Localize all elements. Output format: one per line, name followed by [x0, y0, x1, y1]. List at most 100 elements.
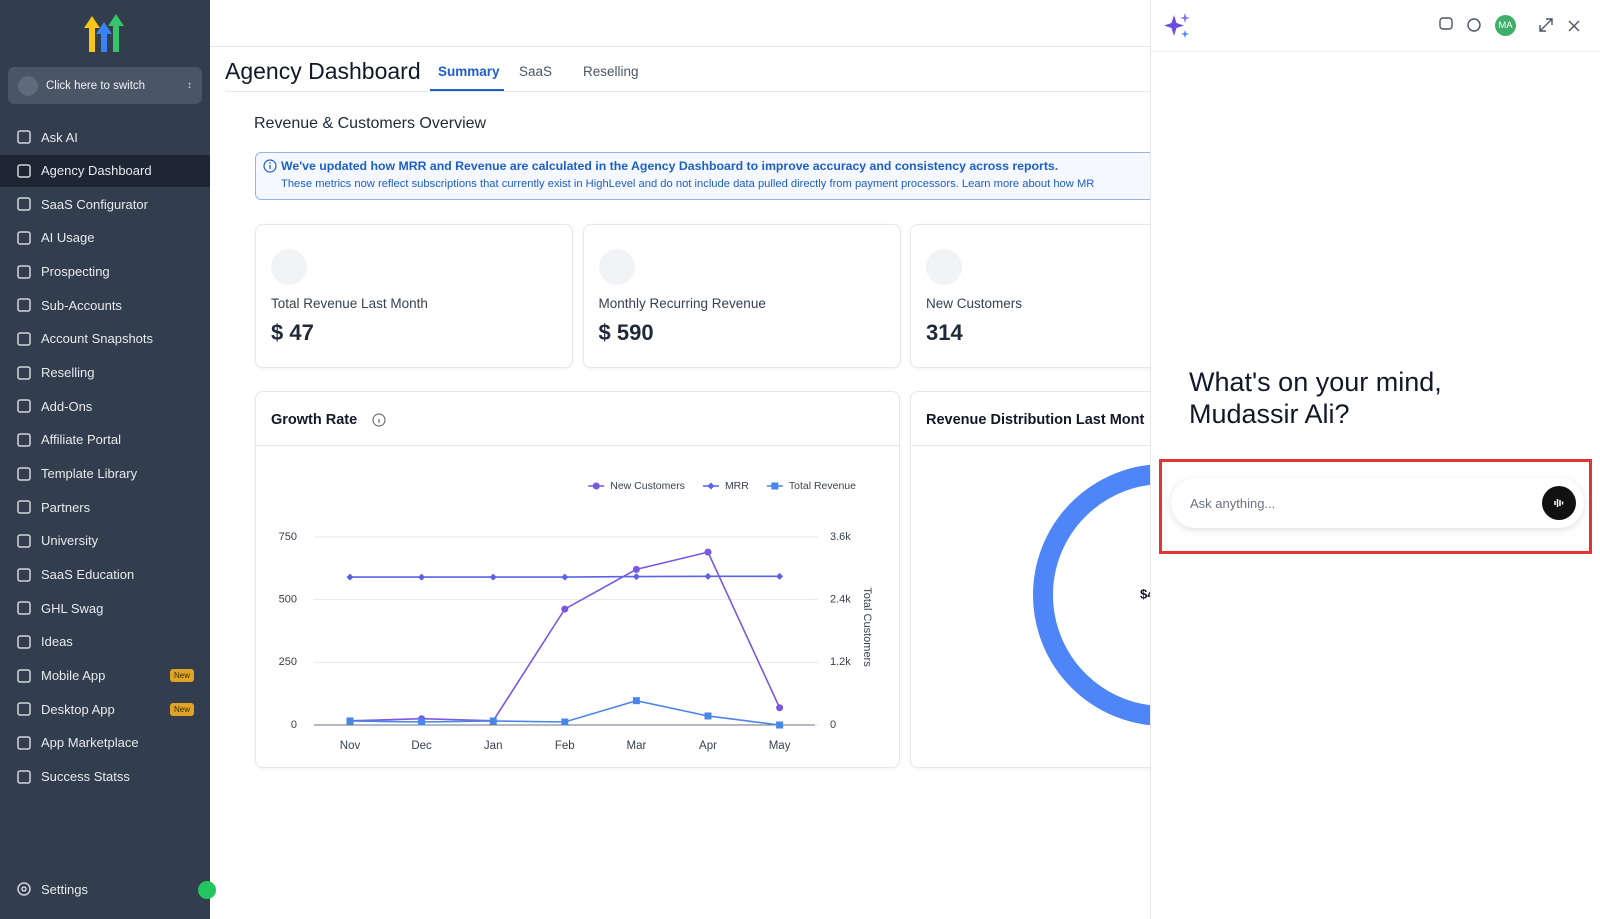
- voice-button[interactable]: [1542, 486, 1576, 520]
- nav-item[interactable]: SaaS Education: [0, 559, 210, 591]
- nav-label: Desktop App: [41, 701, 115, 717]
- y-tick-label: 0: [291, 719, 297, 731]
- nav-icon: [17, 365, 31, 380]
- point: [346, 573, 354, 581]
- y-tick-label: 750: [279, 531, 297, 543]
- nav-item[interactable]: Reselling: [0, 357, 210, 389]
- nav-label: Template Library: [41, 466, 138, 482]
- nav-icon: [17, 197, 31, 212]
- nav-badge: New: [169, 702, 194, 716]
- nav-item[interactable]: Partners: [0, 491, 210, 523]
- nav-item[interactable]: Mobile App New: [0, 660, 210, 692]
- chart-title: Growth Rate: [271, 412, 358, 428]
- point: [704, 548, 712, 556]
- location-switcher[interactable]: Click here to switch ↕: [8, 67, 202, 104]
- nav-item[interactable]: GHL Swag: [0, 592, 210, 624]
- y2-axis-title: Total Customers: [861, 587, 873, 667]
- nav-item[interactable]: AI Usage: [0, 222, 210, 254]
- nav-icon: [17, 231, 31, 245]
- nav-label: Account Snapshots: [41, 331, 154, 347]
- nav-icon-shape: [17, 500, 31, 514]
- x-tick-label: Feb: [555, 740, 575, 752]
- info-icon: [372, 413, 386, 427]
- y2-tick-label: 2.4k: [830, 594, 851, 606]
- nav-item[interactable]: Sub-Accounts: [0, 289, 210, 321]
- nav-label: Mobile App: [41, 668, 106, 684]
- nav-label: Ideas: [41, 634, 73, 650]
- point: [346, 717, 354, 725]
- stat-card: Monthly Recurring Revenue $ 590: [582, 224, 901, 368]
- nav-item[interactable]: Desktop App New: [0, 693, 210, 725]
- nav-item[interactable]: Account Snapshots: [0, 323, 210, 355]
- nav-label: University: [41, 533, 99, 549]
- input-placeholder: Ask anything...: [1190, 495, 1276, 511]
- nav-icon-shape: [17, 466, 31, 481]
- nav-item[interactable]: Affiliate Portal: [0, 424, 210, 456]
- nav-item[interactable]: Ask AI: [0, 121, 210, 153]
- switcher-label: Click here to switch: [46, 79, 146, 92]
- voice-icon: [1554, 499, 1564, 507]
- nav-item[interactable]: University: [0, 525, 210, 557]
- nav-item[interactable]: SaaS Configurator: [0, 188, 210, 220]
- tab[interactable]: SaaS: [519, 64, 553, 79]
- highlight-box: [1159, 459, 1592, 554]
- greeting: What's on your mind, Mudassir Ali?: [1189, 367, 1442, 429]
- nav-icon: [17, 433, 31, 447]
- nav-label: Agency Dashboard: [41, 163, 152, 179]
- point: [489, 717, 497, 725]
- nav-label: AI Usage: [41, 230, 95, 246]
- avatar[interactable]: MA: [1495, 15, 1516, 36]
- stat-label: New Customers: [926, 296, 1023, 311]
- nav-badge: New: [169, 669, 194, 683]
- nav-label: Success Statss: [41, 769, 130, 785]
- tab-underline: [430, 89, 504, 91]
- nav-icon: [17, 500, 31, 514]
- nav-icon-shape: [17, 567, 31, 582]
- stat-icon: [926, 249, 962, 285]
- y-tick-label: 250: [279, 656, 297, 668]
- nav-icon: [17, 769, 31, 784]
- nav-label: SaaS Configurator: [41, 196, 148, 212]
- nav-item[interactable]: Ideas: [0, 626, 210, 658]
- nav-item[interactable]: Template Library: [0, 458, 210, 490]
- window-controls[interactable]: [1537, 16, 1597, 36]
- panel-actions[interactable]: [1437, 15, 1537, 35]
- nav-item[interactable]: Agency Dashboard: [0, 154, 210, 187]
- nav-icon: [17, 736, 31, 750]
- x-tick-label: Mar: [626, 740, 646, 752]
- switcher-arrows: ↕: [187, 80, 192, 91]
- nav-item[interactable]: Settings: [0, 873, 210, 905]
- stat-icon: [271, 249, 307, 285]
- nav-label: Reselling: [41, 365, 95, 381]
- nav-icon: [17, 298, 31, 313]
- nav-icon: [17, 635, 31, 649]
- section-title: Revenue & Customers Overview: [254, 115, 487, 132]
- point: [632, 697, 640, 705]
- point: [418, 573, 426, 581]
- tabs-divider: [225, 91, 1155, 92]
- tab[interactable]: Reselling: [583, 64, 639, 79]
- stat-value: $ 47: [271, 320, 314, 345]
- tab[interactable]: Summary: [438, 64, 500, 79]
- ask-input[interactable]: Ask anything...: [1171, 478, 1584, 528]
- nav-icon-shape: [17, 769, 31, 784]
- page-title: Agency Dashboard: [225, 58, 421, 84]
- nav-icon-shape: [17, 264, 31, 279]
- nav-item[interactable]: Add-Ons: [0, 390, 210, 422]
- nav-item[interactable]: Success Statss: [0, 761, 210, 793]
- nav-item[interactable]: App Marketplace: [0, 727, 210, 759]
- nav-label: Settings: [41, 881, 88, 897]
- info-icon: [263, 159, 277, 173]
- y2-tick-label: 0: [830, 719, 836, 731]
- collapse-button[interactable]: [198, 881, 216, 899]
- nav-label: Partners: [41, 499, 91, 515]
- nav-icon: [17, 264, 31, 279]
- nav-icon-shape: [17, 399, 31, 414]
- nav-label: Ask AI: [41, 129, 78, 145]
- nav-icon: [17, 466, 31, 481]
- nav-item[interactable]: Prospecting: [0, 256, 210, 288]
- nav-icon: [17, 882, 31, 896]
- nav-icon-shape: [17, 534, 31, 548]
- switcher-icon: [18, 75, 38, 96]
